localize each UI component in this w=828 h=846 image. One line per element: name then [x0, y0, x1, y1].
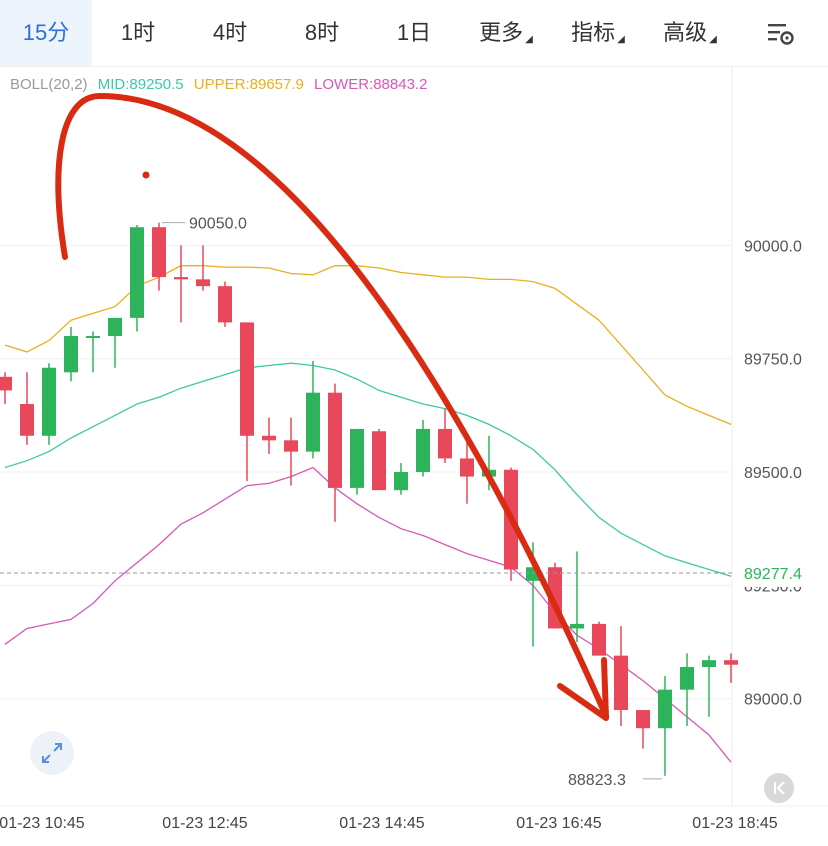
annotation-arrow [55, 92, 609, 719]
high-price-label: 90050.0 [189, 216, 247, 233]
candle-up [108, 317, 122, 337]
candle-down [20, 404, 34, 436]
candle-up [306, 392, 320, 452]
tab-label: 1时 [120, 20, 156, 45]
tab-8h[interactable]: 8时 [276, 0, 368, 66]
candle-down [240, 322, 254, 436]
y-tick-label: 89750.0 [744, 352, 802, 369]
tab-label: 1日 [396, 20, 432, 45]
tab-label: 8时 [304, 20, 340, 45]
tab-advanced[interactable]: 高级 ◢ [644, 0, 736, 66]
annotation-dot [142, 171, 150, 179]
candle-down [152, 227, 166, 278]
candle-down [372, 431, 386, 491]
expand-arrows-icon[interactable] [30, 731, 74, 775]
boll-lower-line [4, 466, 732, 763]
tab-label: 更多 [479, 20, 524, 45]
tab-15min[interactable]: 15分 [0, 0, 92, 66]
boll-indicator-name: BOLL(20,2) [10, 76, 88, 93]
candle-up [86, 336, 100, 339]
candle-up [680, 666, 694, 690]
tab-1h[interactable]: 1时 [92, 0, 184, 66]
scroll-to-latest-icon[interactable] [764, 773, 794, 803]
y-tick-label: 89000.0 [744, 692, 802, 709]
candle-down [614, 655, 628, 711]
candle-down [218, 286, 232, 323]
timeframe-tab-bar: 15分 1时 4时 8时 1日 更多 ◢ 指标 ◢ 高级 ◢ [0, 0, 828, 67]
candle-down [592, 623, 606, 656]
chart-settings-icon[interactable] [766, 21, 796, 47]
x-tick-label: 01-23 16:45 [516, 815, 602, 832]
annotation-arrowhead [557, 657, 609, 721]
tab-label: 指标 [571, 20, 616, 45]
candle-down [196, 279, 210, 287]
candle-down [636, 710, 650, 729]
boll-lower-value: LOWER:88843.2 [314, 76, 428, 93]
candle-down [438, 428, 452, 459]
candle-up [42, 367, 56, 436]
dropdown-caret-icon: ◢ [709, 34, 717, 45]
candle-up [64, 336, 78, 373]
boll-mid-line [4, 362, 732, 577]
current-price-label: 89277.4 [744, 566, 802, 583]
y-tick-label: 90000.0 [744, 238, 802, 255]
tab-indicators[interactable]: 指标 ◢ [552, 0, 644, 66]
current-price-tag [734, 558, 828, 587]
low-price-label: 88823.3 [568, 772, 626, 789]
x-tick-label: 01-23 12:45 [162, 815, 248, 832]
candle-down [262, 435, 276, 441]
candle-up [702, 660, 716, 667]
tab-label: 4时 [212, 20, 248, 45]
boll-upper-value: UPPER:89657.9 [193, 76, 304, 93]
candle-up [570, 623, 584, 629]
candle-up [394, 472, 408, 491]
candle-up [416, 428, 430, 473]
x-tick-label: 01-23 14:45 [339, 815, 425, 832]
dropdown-caret-icon: ◢ [525, 34, 533, 45]
tab-label: 高级 [663, 20, 708, 45]
tab-4h[interactable]: 4时 [184, 0, 276, 66]
boll-upper-line [4, 265, 732, 426]
boll-legend: BOLL(20,2) MID:89250.5 UPPER:89657.9 LOW… [10, 76, 433, 93]
tab-more[interactable]: 更多 ◢ [460, 0, 552, 66]
dropdown-caret-icon: ◢ [617, 34, 625, 45]
candle-up [350, 428, 364, 488]
candlestick-chart[interactable]: 90000.089750.089500.089250.089000.001-23… [0, 66, 828, 846]
candle-down [174, 277, 188, 280]
tab-1d[interactable]: 1日 [368, 0, 460, 66]
x-tick-label: 01-23 10:45 [0, 815, 85, 832]
y-tick-label: 89500.0 [744, 465, 802, 482]
boll-mid-value: MID:89250.5 [97, 76, 184, 93]
candle-down [460, 458, 474, 477]
candle-down [284, 440, 298, 452]
candle-down [328, 392, 342, 488]
x-tick-label: 01-23 18:45 [692, 815, 778, 832]
tab-label: 15分 [22, 20, 70, 45]
candle-down [724, 660, 738, 665]
candle-down [0, 376, 12, 391]
candle-up [658, 689, 672, 729]
candle-up [130, 227, 144, 318]
